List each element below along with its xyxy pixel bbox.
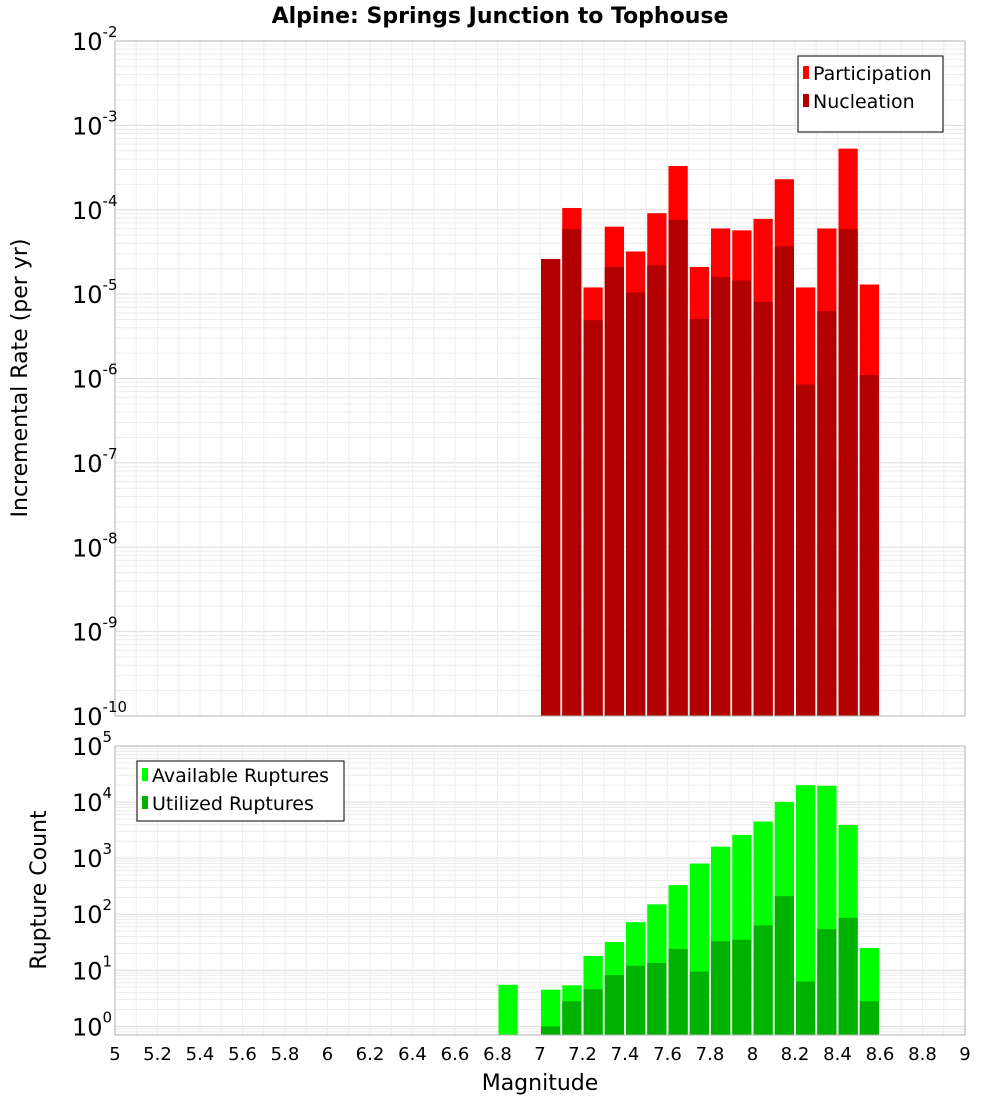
y-tick-labels: 105 104 103 102 101 100: [72, 728, 112, 1041]
bar: [689, 318, 709, 716]
x-tick-label: 8.8: [908, 1044, 937, 1065]
y-tick-label: 103: [72, 840, 112, 873]
x-tick-label: 5.4: [186, 1044, 215, 1065]
bar: [647, 962, 667, 1035]
x-tick-label: 9: [959, 1044, 970, 1065]
x-tick-label: 5.6: [228, 1044, 257, 1065]
x-tick-label: 6.4: [398, 1044, 427, 1065]
y-tick-label: 10-8: [72, 529, 118, 562]
legend-box: [797, 55, 944, 133]
bar: [796, 785, 816, 1035]
y-tick-label: 101: [72, 952, 112, 985]
plot-frame: [114, 745, 966, 1036]
legend: Available Ruptures Utilized Ruptures: [136, 760, 345, 822]
bar: [732, 280, 752, 716]
y-tick-label: 104: [72, 784, 112, 817]
grid-lines: [114, 41, 966, 717]
legend-swatch: [803, 66, 809, 79]
bar: [541, 1026, 561, 1035]
x-tick-label: 6.6: [441, 1044, 470, 1065]
legend-label: Participation: [813, 63, 932, 85]
bar: [859, 375, 879, 716]
bar: [647, 265, 667, 716]
y-tick-label: 105: [72, 728, 112, 761]
legend-box: [136, 760, 345, 822]
x-tick-label: 6.8: [483, 1044, 512, 1065]
bar: [753, 301, 773, 716]
bar: [498, 984, 518, 1035]
legend-swatch: [803, 94, 809, 107]
rate-panel: 10-2 10-3 10-4 10-5 10-6 10-7 10-8 10-9 10-10 Par…: [72, 23, 966, 731]
y-tick-label: 10-6: [72, 361, 118, 394]
bar: [711, 276, 731, 716]
plot-frame: [114, 40, 966, 717]
bar: [626, 965, 646, 1035]
y-tick-label: 102: [72, 896, 112, 929]
legend-label: Nucleation: [813, 91, 915, 113]
bar: [796, 384, 816, 716]
bar: [838, 229, 858, 717]
bar: [817, 929, 837, 1035]
x-tick-label: 8.6: [866, 1044, 895, 1065]
bars: [541, 148, 879, 717]
y-tick-label: 10-10: [72, 698, 127, 731]
x-tick-label: 7.6: [653, 1044, 682, 1065]
bar: [541, 259, 561, 716]
bar: [604, 266, 624, 716]
bar: [774, 246, 794, 716]
x-tick-label: 7: [534, 1044, 545, 1065]
y-tick-label: 10-2: [72, 23, 118, 56]
y-tick-label: 100: [72, 1008, 112, 1041]
bar: [668, 948, 688, 1035]
bar: [753, 925, 773, 1035]
bar: [668, 219, 688, 717]
legend-label: Available Ruptures: [152, 765, 329, 787]
bar: [541, 989, 561, 1035]
bar: [562, 229, 582, 717]
x-tick-label: 7.2: [568, 1044, 597, 1065]
bar: [626, 292, 646, 716]
bottom-y-axis-title: Rupture Count: [27, 810, 52, 970]
bar: [583, 320, 603, 716]
rupture-count-panel: 105 104 103 102 101 100 Available Ruptures Util…: [72, 728, 966, 1041]
bar: [604, 975, 624, 1035]
chart-title: Alpine: Springs Junction to Tophouse: [272, 4, 729, 29]
x-tick-label: 7.4: [611, 1044, 640, 1065]
y-tick-label: 10-7: [72, 445, 118, 478]
x-axis-title: Magnitude: [482, 1071, 599, 1096]
x-tick-label: 5.8: [271, 1044, 300, 1065]
bar: [562, 1001, 582, 1035]
bar: [838, 917, 858, 1035]
legend: Participation Nucleation: [797, 55, 944, 133]
x-tick-label: 8.4: [823, 1044, 852, 1065]
y-tick-label: 10-9: [72, 614, 118, 647]
x-tick-label: 5.2: [143, 1044, 172, 1065]
x-tick-label: 5: [109, 1044, 120, 1065]
top-y-axis-title: Incremental Rate (per yr): [8, 239, 33, 518]
x-tick-label: 8.2: [781, 1044, 810, 1065]
bar: [859, 1001, 879, 1035]
x-tick-labels: 5 5.2 5.4 5.6 5.8 6 6.2 6.4 6.6 6.8 7 7.2 7.4 7.6 7.8 8…: [109, 1044, 970, 1065]
bar: [796, 981, 816, 1035]
y-tick-label: 10-5: [72, 276, 118, 309]
bar: [689, 971, 709, 1035]
legend-swatch: [142, 768, 148, 781]
bar: [711, 941, 731, 1035]
x-tick-label: 6.2: [356, 1044, 385, 1065]
y-tick-label: 10-3: [72, 107, 118, 140]
bars: [498, 785, 879, 1035]
legend-swatch: [142, 796, 148, 809]
x-tick-label: 7.8: [696, 1044, 725, 1065]
legend-label: Utilized Ruptures: [152, 793, 314, 815]
x-tick-label: 8: [747, 1044, 758, 1065]
x-tick-label: 6: [322, 1044, 333, 1065]
bar: [817, 311, 837, 716]
y-tick-label: 10-4: [72, 192, 118, 225]
bar: [732, 939, 752, 1035]
y-tick-labels: 10-2 10-3 10-4 10-5 10-6 10-7 10-8 10-9 10-10: [72, 23, 127, 731]
bar: [774, 896, 794, 1035]
bar: [583, 989, 603, 1035]
